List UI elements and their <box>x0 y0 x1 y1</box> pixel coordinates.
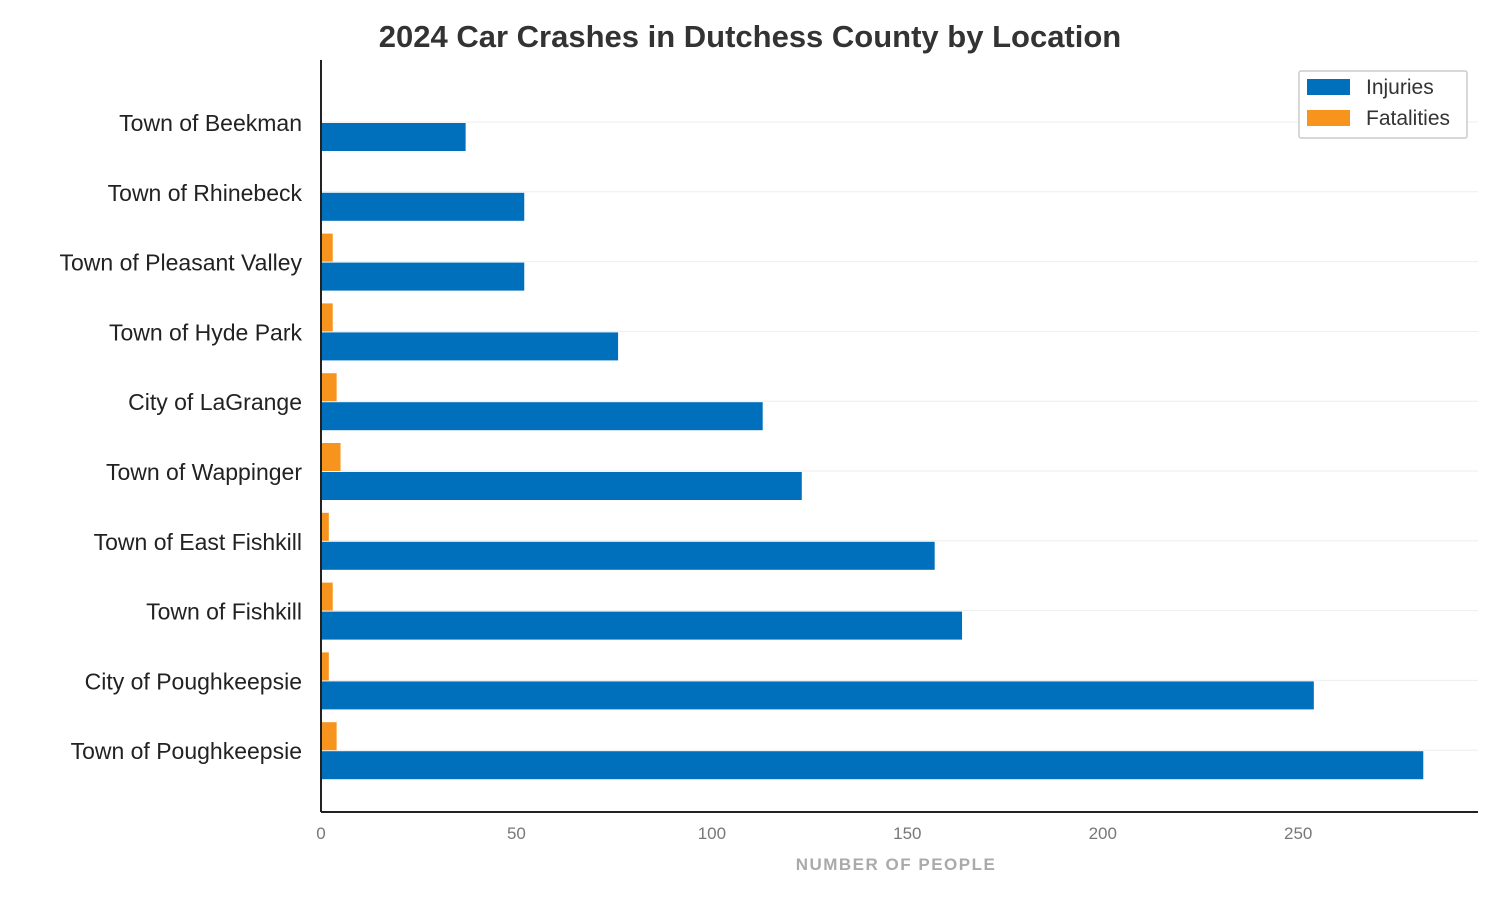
bar-injuries <box>321 681 1314 710</box>
bar-fatalities <box>321 443 341 471</box>
legend-label-fatalities: Fatalities <box>1366 107 1450 130</box>
bar-fatalities <box>321 722 337 751</box>
bar-injuries <box>321 472 802 500</box>
legend-swatch-fatalities <box>1307 110 1350 126</box>
bar-fatalities <box>321 303 333 332</box>
bar-fatalities <box>321 582 333 611</box>
bar-injuries <box>321 402 763 431</box>
bar-fatalities <box>321 373 337 402</box>
category-label: Town of East Fishkill <box>94 529 302 555</box>
bar-injuries <box>321 541 935 570</box>
bar-fatalities <box>321 652 329 681</box>
category-label: Town of Hyde Park <box>109 319 303 345</box>
bar-injuries <box>321 123 466 151</box>
category-label: Town of Rhinebeck <box>108 180 303 206</box>
bar-fatalities <box>321 233 333 262</box>
chart-title: 2024 Car Crashes in Dutchess County by L… <box>379 19 1122 54</box>
x-tick-label: 250 <box>1284 824 1312 843</box>
category-label: Town of Beekman <box>119 110 302 136</box>
category-label: Town of Pleasant Valley <box>60 250 303 276</box>
category-label: Town of Fishkill <box>146 599 302 625</box>
category-label: Town of Poughkeepsie <box>71 738 302 764</box>
bar-injuries <box>321 332 619 361</box>
legend-swatch-injuries <box>1307 79 1350 95</box>
x-axis-label: NUMBER OF PEOPLE <box>796 855 997 874</box>
legend: Injuries Fatalities <box>1298 70 1468 139</box>
bar-injuries <box>321 262 525 291</box>
x-tick-label: 150 <box>893 824 921 843</box>
bar-injuries <box>321 611 963 640</box>
legend-label-injuries: Injuries <box>1366 76 1434 99</box>
category-label: City of Poughkeepsie <box>85 668 302 694</box>
bar-fatalities <box>321 512 329 541</box>
x-tick-label: 200 <box>1089 824 1117 843</box>
x-tick-label: 100 <box>698 824 726 843</box>
category-label: Town of Wappinger <box>106 459 302 485</box>
x-tick-label: 0 <box>316 824 325 843</box>
category-label: City of LaGrange <box>128 389 302 415</box>
bar-injuries <box>321 192 525 221</box>
bar-injuries <box>321 751 1424 780</box>
x-tick-label: 50 <box>507 824 526 843</box>
